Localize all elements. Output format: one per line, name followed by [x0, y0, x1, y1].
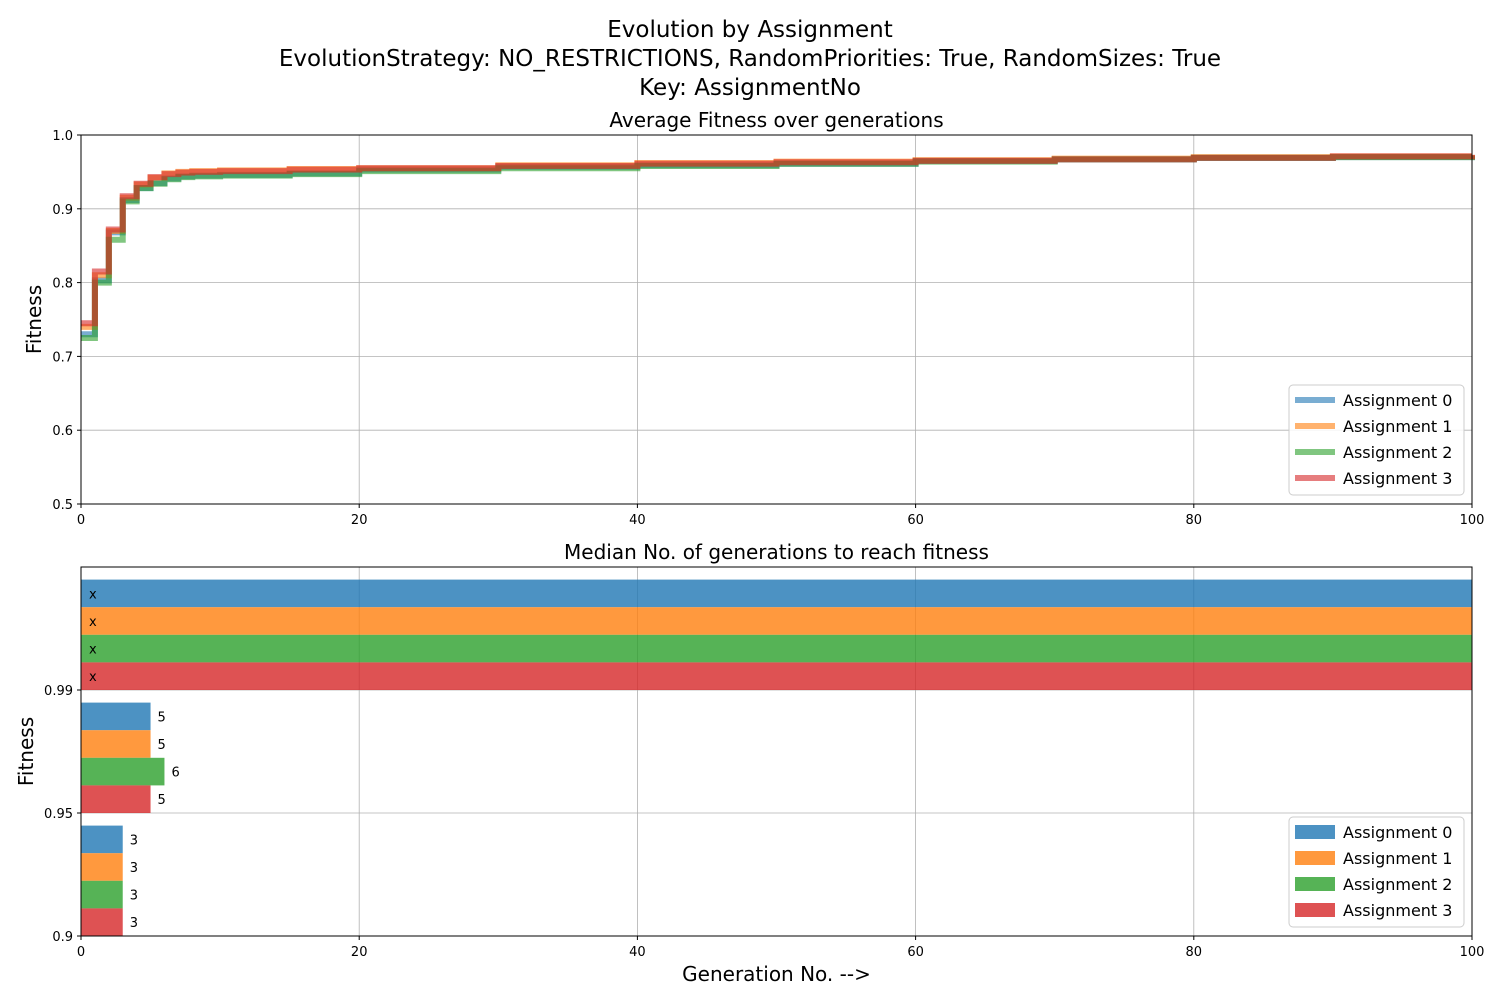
bar [81, 730, 151, 758]
bar [81, 702, 151, 731]
legend-label: Assignment 3 [1343, 901, 1452, 920]
bar-value-label: x [89, 670, 97, 685]
line-series-3 [81, 153, 1475, 327]
y-tick-label: 0.7 [52, 350, 73, 365]
bar-value-label: 3 [130, 889, 138, 904]
bar [81, 880, 123, 909]
bar-value-label: x [89, 615, 97, 630]
legend-label: Assignment 1 [1343, 417, 1452, 436]
bar-value-label: 3 [130, 861, 138, 876]
x-tick-label: 20 [351, 945, 368, 960]
bar [81, 579, 1472, 608]
plot-frame [80, 134, 1473, 505]
y-tick-label: 0.5 [52, 498, 73, 513]
y-tick-label: 0.6 [52, 424, 73, 439]
y-tick-label: 0.9 [52, 930, 73, 945]
line-series-0 [81, 154, 1475, 338]
legend-label: Assignment 1 [1343, 849, 1452, 868]
legend-patch-swatch [1295, 903, 1335, 917]
figure-title-line-1: Evolution by Assignment [607, 17, 893, 43]
legend-patch-swatch [1295, 877, 1335, 891]
x-tick-label: 80 [1186, 945, 1203, 960]
bar [81, 607, 1472, 635]
bar-value-label: 5 [158, 710, 166, 725]
y-tick-label: 0.9 [52, 203, 73, 218]
bar-value-label: 3 [130, 833, 138, 848]
x-tick-label: 60 [907, 945, 924, 960]
plot-frame [80, 566, 1473, 937]
legend-label: Assignment 2 [1343, 443, 1452, 462]
figure-title-line-2: EvolutionStrategy: NO_RESTRICTIONS, Rand… [278, 46, 1222, 72]
x-tick-label: 100 [1460, 945, 1485, 960]
x-tick-label: 60 [907, 513, 924, 528]
legend-patch-swatch [1295, 825, 1335, 839]
x-tick-label: 20 [351, 513, 368, 528]
bar [81, 853, 123, 881]
bar-value-label: 3 [130, 916, 138, 931]
line-series-1 [81, 153, 1475, 330]
chart-title: Median No. of generations to reach fitne… [564, 540, 989, 564]
y-axis-label: Fitness [14, 717, 38, 786]
figure-title: Evolution by Assignment EvolutionStrateg… [0, 16, 1500, 103]
figure-title-line-3: Key: AssignmentNo [639, 75, 861, 101]
bar [81, 785, 151, 813]
y-tick-label: 0.8 [52, 277, 73, 292]
bar [81, 825, 123, 854]
legend-label: Assignment 2 [1343, 875, 1452, 894]
legend-box [1288, 384, 1465, 496]
bar [81, 662, 1472, 690]
bar-value-label: 6 [171, 766, 179, 781]
bar [81, 908, 123, 936]
x-tick-label: 40 [629, 945, 646, 960]
legend-label: Assignment 0 [1343, 823, 1452, 842]
bar-value-label: 5 [158, 738, 166, 753]
y-tick-label: 1.0 [52, 129, 73, 144]
bar-value-label: x [89, 587, 97, 602]
legend-label: Assignment 3 [1343, 469, 1452, 488]
bar-value-label: 5 [158, 793, 166, 808]
chart-title: Average Fitness over generations [609, 108, 943, 132]
x-tick-label: 0 [77, 513, 85, 528]
y-tick-label: 0.95 [44, 807, 73, 822]
x-axis-label: Generation No. --> [682, 962, 871, 986]
legend-label: Assignment 0 [1343, 391, 1452, 410]
x-tick-label: 0 [77, 945, 85, 960]
bar-value-label: x [89, 643, 97, 658]
bar [81, 634, 1472, 663]
legend-box [1288, 816, 1465, 928]
bar [81, 757, 165, 786]
y-tick-label: 0.99 [44, 684, 73, 699]
x-tick-label: 80 [1186, 513, 1203, 528]
x-tick-label: 40 [629, 513, 646, 528]
legend-patch-swatch [1295, 851, 1335, 865]
line-series-2 [81, 154, 1475, 341]
x-tick-label: 100 [1460, 513, 1485, 528]
y-axis-label: Fitness [22, 285, 46, 354]
